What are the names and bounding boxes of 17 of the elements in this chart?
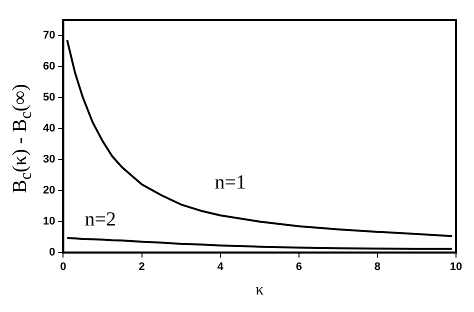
y-tick-label: 20 (42, 184, 56, 197)
series-label: n=2 (84, 208, 116, 230)
y-tick-label: 70 (42, 30, 56, 42)
y-tick-label: 40 (42, 122, 56, 135)
y-tick-label: 30 (42, 154, 56, 166)
series-label: n=1 (214, 172, 246, 194)
x-tick-label: 4 (217, 261, 224, 274)
y-tick-label: 0 (49, 246, 56, 259)
x-tick-label: 2 (138, 261, 145, 274)
x-tick-label: 10 (450, 261, 462, 274)
y-tick-label: 50 (42, 92, 56, 104)
x-tick-label: 8 (374, 261, 381, 274)
y-tick-label: 10 (42, 216, 56, 228)
x-tick-label: 6 (296, 261, 302, 274)
x-axis-title: κ (256, 282, 264, 299)
y-tick-label: 60 (42, 60, 56, 73)
x-tick-label: 0 (60, 261, 66, 274)
